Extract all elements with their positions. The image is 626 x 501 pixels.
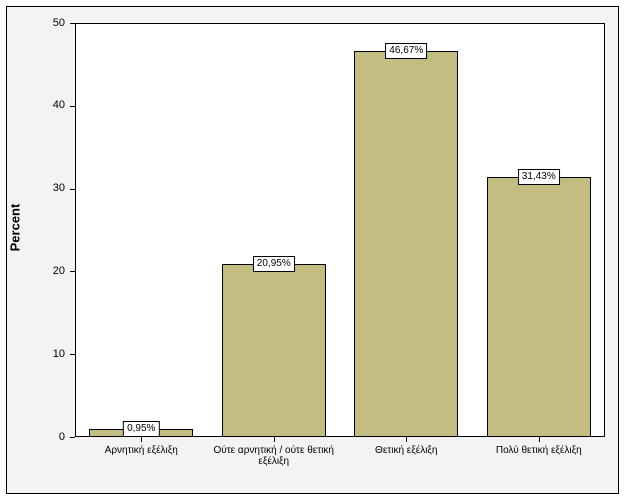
- y-tick: [70, 437, 75, 438]
- y-tick-label: 40: [0, 99, 65, 111]
- x-tick: [274, 437, 275, 442]
- bar: [487, 177, 591, 437]
- y-tick: [70, 106, 75, 107]
- y-tick: [70, 23, 75, 24]
- y-tick: [70, 189, 75, 190]
- y-tick-label: 10: [0, 348, 65, 360]
- x-tick: [141, 437, 142, 442]
- y-tick: [70, 271, 75, 272]
- bar: [222, 264, 326, 437]
- bar-value-label: 0,95%: [123, 421, 159, 437]
- y-tick-label: 30: [0, 182, 65, 194]
- y-tick-label: 20: [0, 265, 65, 277]
- bar-value-label: 46,67%: [385, 43, 427, 59]
- x-tick-label: Θετική εξέλιξη: [341, 445, 471, 456]
- bar: [354, 51, 458, 437]
- y-tick-label: 0: [0, 431, 65, 443]
- bar-value-label: 31,43%: [518, 169, 560, 185]
- x-tick-label: Ούτε αρνητική / ούτε θετική εξέλιξη: [209, 445, 339, 467]
- x-tick: [406, 437, 407, 442]
- y-tick-label: 50: [0, 17, 65, 29]
- x-tick: [539, 437, 540, 442]
- x-tick-label: Πολύ θετική εξέλιξη: [474, 445, 604, 456]
- y-tick: [70, 354, 75, 355]
- x-tick-label: Αρνητική εξέλιξη: [76, 445, 206, 456]
- bar-value-label: 20,95%: [253, 256, 295, 272]
